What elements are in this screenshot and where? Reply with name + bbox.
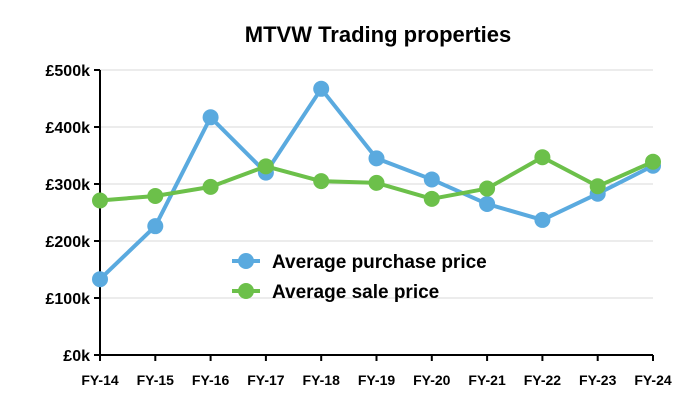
x-tick-label: FY-19 bbox=[358, 372, 396, 388]
data-point bbox=[368, 150, 385, 167]
x-tick-label: FY-17 bbox=[247, 372, 285, 388]
data-point bbox=[202, 178, 219, 195]
data-point bbox=[423, 190, 440, 207]
x-tick-label: FY-21 bbox=[468, 372, 506, 388]
y-tick-label: £200k bbox=[46, 234, 91, 251]
data-point bbox=[368, 174, 385, 191]
legend-marker bbox=[238, 283, 254, 299]
x-tick-label: FY-16 bbox=[192, 372, 230, 388]
legend: Average purchase price Average sale price bbox=[232, 252, 487, 303]
x-tick-label: FY-23 bbox=[579, 372, 617, 388]
legend-marker bbox=[238, 253, 254, 269]
data-point bbox=[92, 271, 108, 288]
legend-item: Average sale price bbox=[232, 282, 439, 303]
data-point bbox=[313, 80, 330, 97]
data-point bbox=[313, 173, 330, 190]
data-point bbox=[589, 178, 606, 195]
data-point bbox=[423, 171, 440, 188]
series-sale bbox=[92, 149, 661, 209]
legend-label: Average purchase price bbox=[272, 252, 487, 273]
x-tick-label: FY-15 bbox=[137, 372, 175, 388]
legend-item: Average purchase price bbox=[232, 252, 487, 273]
legend-label: Average sale price bbox=[272, 282, 439, 303]
data-point bbox=[534, 211, 551, 228]
data-point bbox=[202, 109, 219, 126]
y-tick-label: £500k bbox=[46, 63, 91, 80]
data-point bbox=[257, 158, 274, 175]
chart-title: MTVW Trading properties bbox=[245, 22, 511, 47]
data-point bbox=[147, 218, 164, 235]
data-point bbox=[479, 195, 496, 212]
x-tick-label: FY-14 bbox=[81, 372, 119, 388]
x-tick-label: FY-24 bbox=[634, 372, 672, 388]
data-point bbox=[147, 187, 164, 204]
axes: £0k £100k £200k £300k £400k £500k FY-14 FY-15 FY… bbox=[46, 63, 672, 388]
y-tick-label: £0k bbox=[63, 348, 90, 365]
x-tick-label: FY-18 bbox=[303, 372, 341, 388]
series-layer bbox=[92, 80, 661, 288]
y-tick-label: £400k bbox=[46, 120, 91, 137]
data-point bbox=[479, 180, 496, 197]
y-tick-label: £300k bbox=[46, 177, 91, 194]
data-point bbox=[645, 153, 661, 170]
x-tick-label: FY-20 bbox=[413, 372, 451, 388]
y-tick-label: £100k bbox=[46, 291, 91, 308]
data-point bbox=[92, 192, 108, 209]
data-point bbox=[534, 149, 551, 166]
x-tick-label: FY-22 bbox=[524, 372, 562, 388]
